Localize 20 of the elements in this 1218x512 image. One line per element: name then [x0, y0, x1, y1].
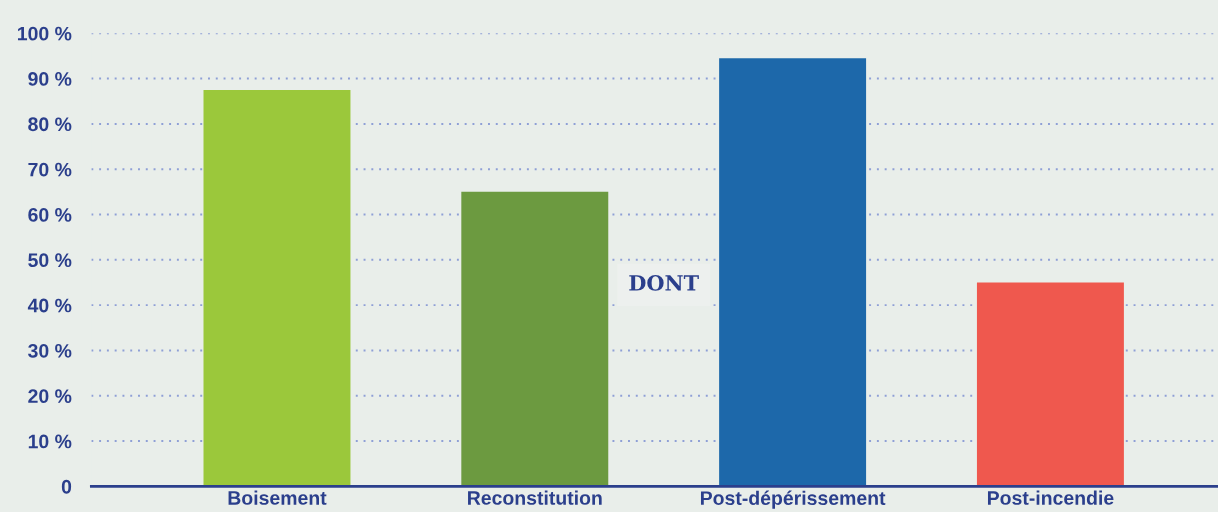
y-tick-label: 50 % — [28, 253, 72, 268]
y-tick-label: 20 % — [28, 389, 72, 404]
y-tick-label: 60 % — [28, 208, 72, 222]
y-tick-label: 100 % — [18, 26, 72, 41]
bar — [976, 282, 1124, 487]
y-tick-label: 70 % — [28, 162, 72, 177]
y-tick-label: 0 — [61, 479, 72, 494]
y-tick-label: 30 % — [28, 343, 72, 358]
bar — [203, 89, 351, 487]
y-tick-label: 80 % — [28, 117, 72, 132]
x-tick-label: Reconstitution — [468, 490, 602, 505]
annotation: DONT — [629, 275, 699, 291]
bar — [719, 58, 867, 487]
x-tick-label: Boisement — [228, 490, 327, 505]
x-tick-label: Post-incendie — [987, 490, 1114, 505]
x-tick-label: Post-dépérissement — [700, 490, 886, 509]
y-tick-label: 10 % — [28, 434, 72, 449]
y-tick-label: 90 % — [28, 72, 72, 86]
y-tick-label: 40 % — [27, 298, 72, 313]
bar — [461, 191, 609, 487]
